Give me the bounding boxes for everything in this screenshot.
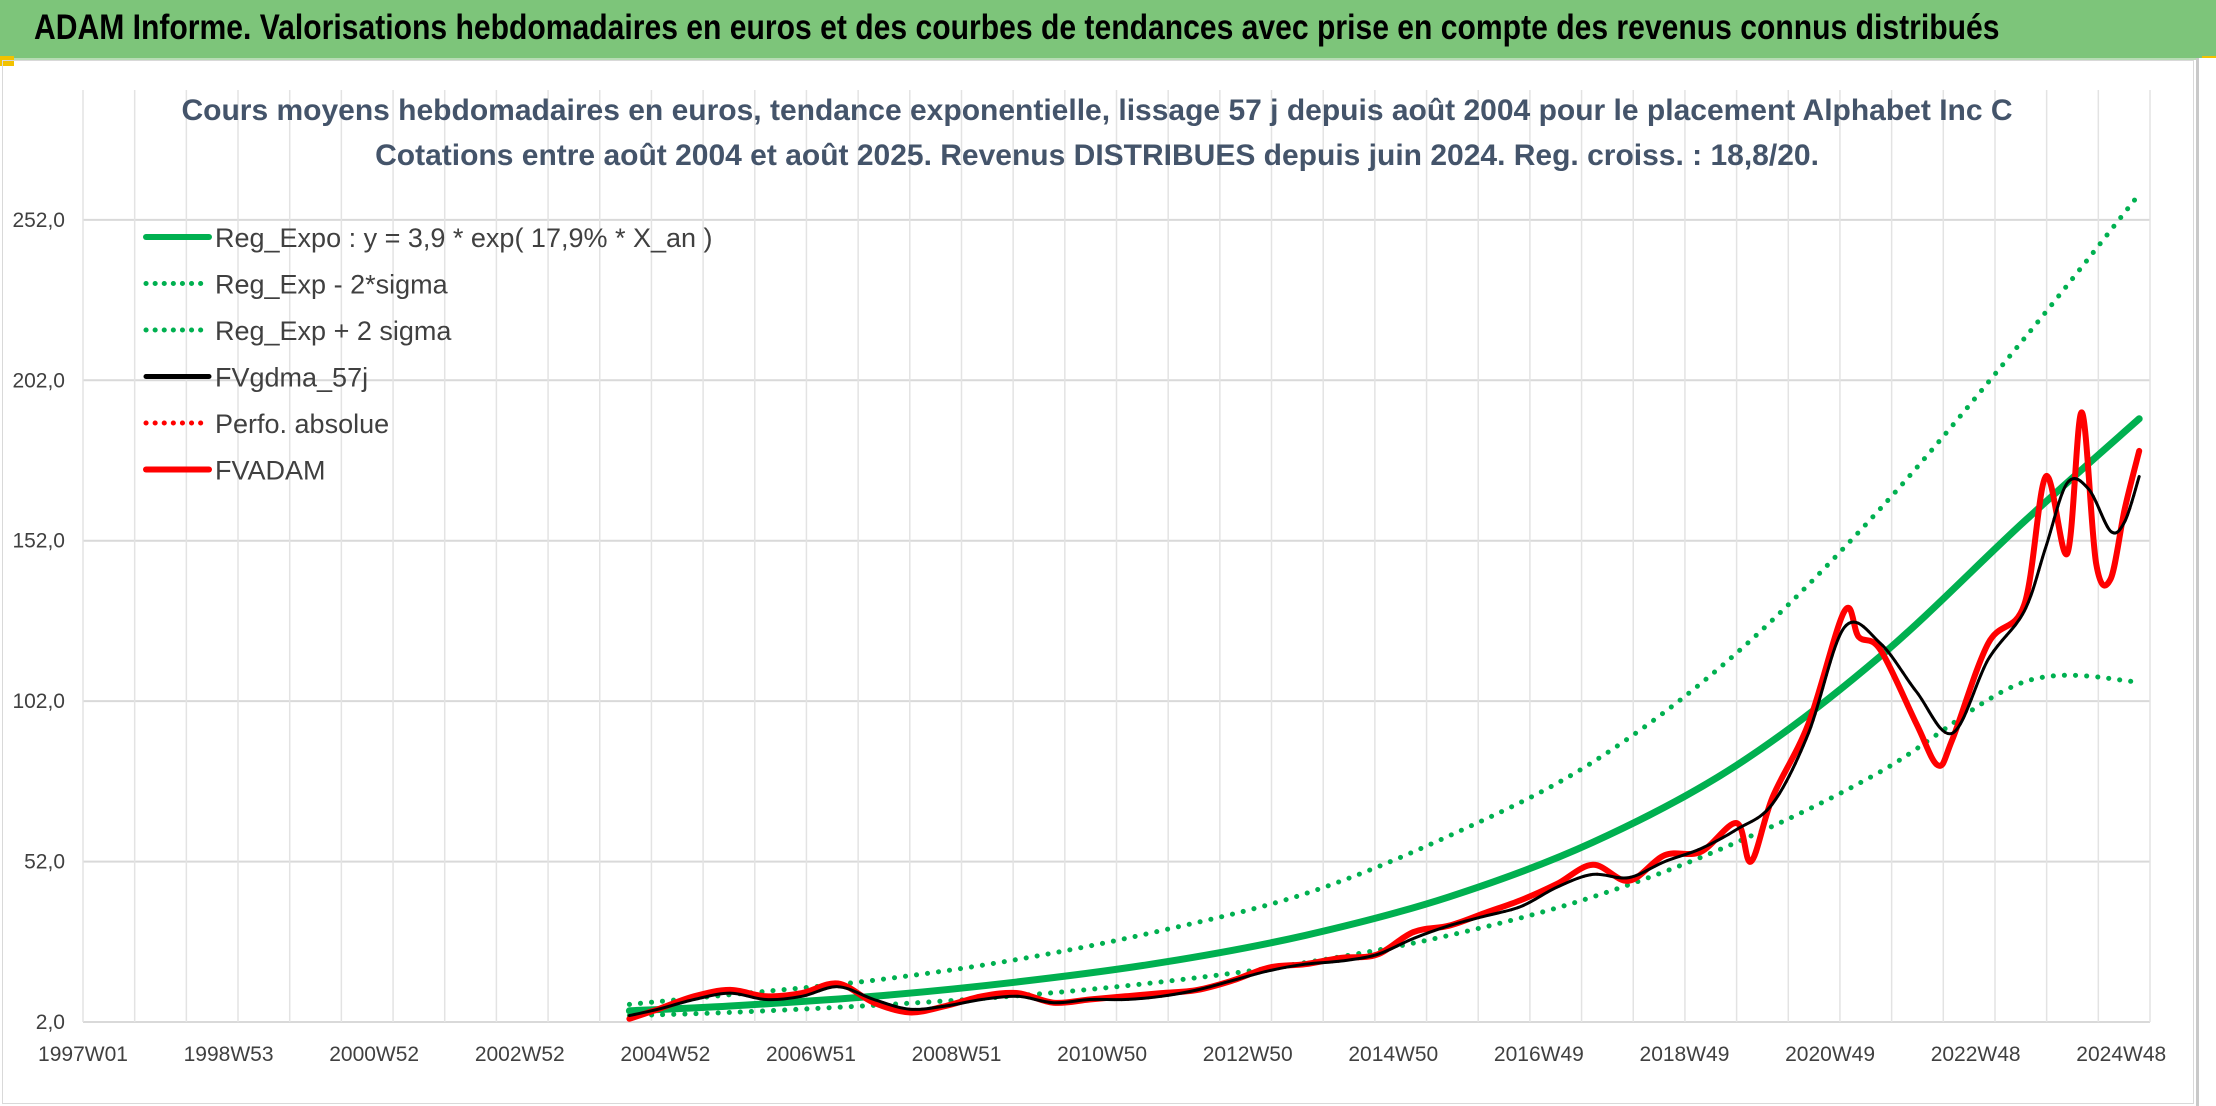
- report-header: ADAM Informe. Valorisations hebdomadaire…: [0, 0, 2216, 60]
- x-tick-label: 2004W52: [620, 1043, 710, 1066]
- x-tick-label: 2020W49: [1785, 1043, 1875, 1066]
- y-tick-label: 2,0: [36, 1011, 65, 1034]
- y-axis-ticks: 2,0 52,0 102,0 152,0 202,0 252,0: [12, 209, 65, 1034]
- x-tick-label: 2022W48: [1931, 1043, 2021, 1066]
- chart-subtitle: Cotations entre août 2004 et août 2025. …: [375, 139, 1819, 172]
- series-perfo-line: [627, 475, 2141, 1018]
- y-tick-label: 252,0: [12, 209, 65, 232]
- x-tick-label: 2014W50: [1348, 1043, 1438, 1066]
- right-border: [2196, 58, 2216, 1106]
- report-title: ADAM Informe. Valorisations hebdomadaire…: [34, 8, 2000, 47]
- x-tick-label: 2008W51: [912, 1043, 1002, 1066]
- x-tick-label: 2000W52: [329, 1043, 419, 1066]
- series-fvadam-line: [626, 409, 2143, 1022]
- legend-label: FVgdma_57j: [215, 363, 368, 393]
- series-reg_exp-line: [626, 191, 2142, 1007]
- corner-accent: [0, 56, 14, 66]
- series-fvgdma_57j-line: [627, 475, 2141, 1018]
- y-tick-label: 152,0: [12, 530, 65, 553]
- series-reg_expo-line: [625, 415, 2143, 1015]
- x-tick-label: 2010W50: [1057, 1043, 1147, 1066]
- chart-title: Cours moyens hebdomadaires en euros, ten…: [181, 94, 2012, 127]
- legend-label: Reg_Exp + 2 sigma: [215, 316, 452, 346]
- legend-label: Reg_Expo : y = 3,9 * exp( 17,9% * X_an ): [215, 223, 713, 253]
- x-tick-label: 2006W51: [766, 1043, 856, 1066]
- x-tick-label: 1997W01: [38, 1043, 128, 1066]
- chart-area: [2, 60, 2194, 1104]
- series-lines: [625, 191, 2143, 1022]
- series-reg_exp-line: [626, 672, 2142, 1019]
- x-tick-label: 2016W49: [1494, 1043, 1584, 1066]
- x-tick-label: 2012W50: [1203, 1043, 1293, 1066]
- x-tick-label: 2002W52: [475, 1043, 565, 1066]
- x-tick-label: 2018W49: [1640, 1043, 1730, 1066]
- legend: Reg_Expo : y = 3,9 * exp( 17,9% * X_an )…: [143, 223, 713, 486]
- y-tick-label: 202,0: [12, 369, 65, 392]
- y-tick-label: 102,0: [12, 690, 65, 713]
- legend-label: Reg_Exp - 2*sigma: [215, 270, 449, 300]
- x-tick-label: 2024W48: [2076, 1043, 2166, 1066]
- y-tick-label: 52,0: [24, 851, 65, 874]
- legend-label: Perfo. absolue: [215, 409, 389, 439]
- grid-lines: [82, 90, 2151, 1023]
- x-axis-ticks: 1997W01 1998W53 2000W52 2002W52 2004W52 2006W…: [38, 1043, 2166, 1066]
- legend-label: FVADAM: [215, 456, 326, 486]
- x-tick-label: 1998W53: [184, 1043, 274, 1066]
